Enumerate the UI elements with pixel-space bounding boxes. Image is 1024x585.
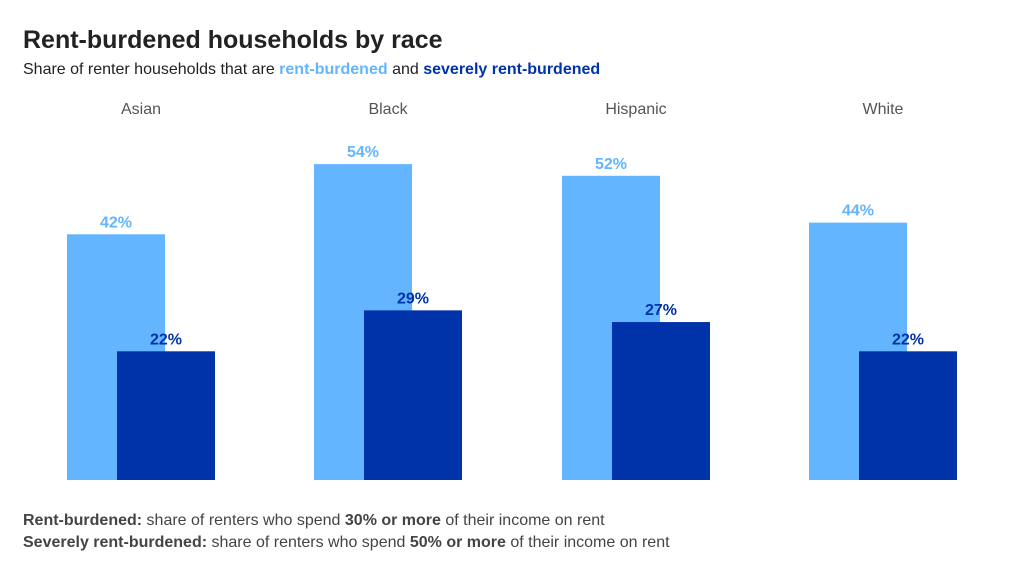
data-label-severely-rent-burdened-hispanic: 27%	[645, 302, 677, 319]
footnote-text-after: of their income on rent	[505, 534, 670, 551]
bar-severely-rent-burdened-white	[859, 351, 957, 480]
data-label-rent-burdened-white: 44%	[842, 203, 874, 220]
footnote-emphasis: 30% or more	[344, 512, 441, 529]
bar-severely-rent-burdened-asian	[117, 351, 215, 480]
category-label-white: White	[863, 101, 904, 118]
category-label-hispanic: Hispanic	[605, 101, 666, 118]
footnote-text-after: of their income on rent	[440, 512, 605, 529]
footnote-text-before: share of renters who spend	[207, 534, 410, 551]
subtitle-highlight-severely-rent-burdened: severely rent-burdened	[423, 61, 601, 78]
subtitle-prefix: Share of renter households that are	[23, 61, 280, 78]
data-label-rent-burdened-hispanic: 52%	[595, 156, 627, 173]
subtitle-highlight-rent-burdened: rent-burdened	[279, 61, 388, 78]
data-label-severely-rent-burdened-asian: 22%	[150, 331, 182, 348]
footnote-term: Severely rent-burdened:	[23, 534, 208, 551]
chart-title: Rent-burdened households by race	[23, 26, 443, 54]
bar-severely-rent-burdened-black	[364, 310, 462, 480]
footnote-text-before: share of renters who spend	[142, 512, 345, 529]
data-label-severely-rent-burdened-black: 29%	[397, 290, 429, 307]
data-label-rent-burdened-asian: 42%	[100, 214, 132, 231]
footnote-term: Rent-burdened:	[23, 512, 143, 529]
footnote-emphasis: 50% or more	[409, 534, 506, 551]
subtitle-middle: and	[387, 61, 424, 78]
footnote-severely-rent-burdened: Severely rent-burdened: share of renters…	[23, 534, 670, 552]
data-label-rent-burdened-black: 54%	[347, 144, 379, 161]
chart-subtitle: Share of renter households that are rent…	[23, 61, 600, 79]
category-label-asian: Asian	[121, 101, 161, 118]
footnote-rent-burdened: Rent-burdened: share of renters who spen…	[23, 512, 605, 530]
bar-severely-rent-burdened-hispanic	[612, 322, 710, 480]
data-label-severely-rent-burdened-white: 22%	[892, 331, 924, 348]
category-label-black: Black	[368, 101, 408, 118]
